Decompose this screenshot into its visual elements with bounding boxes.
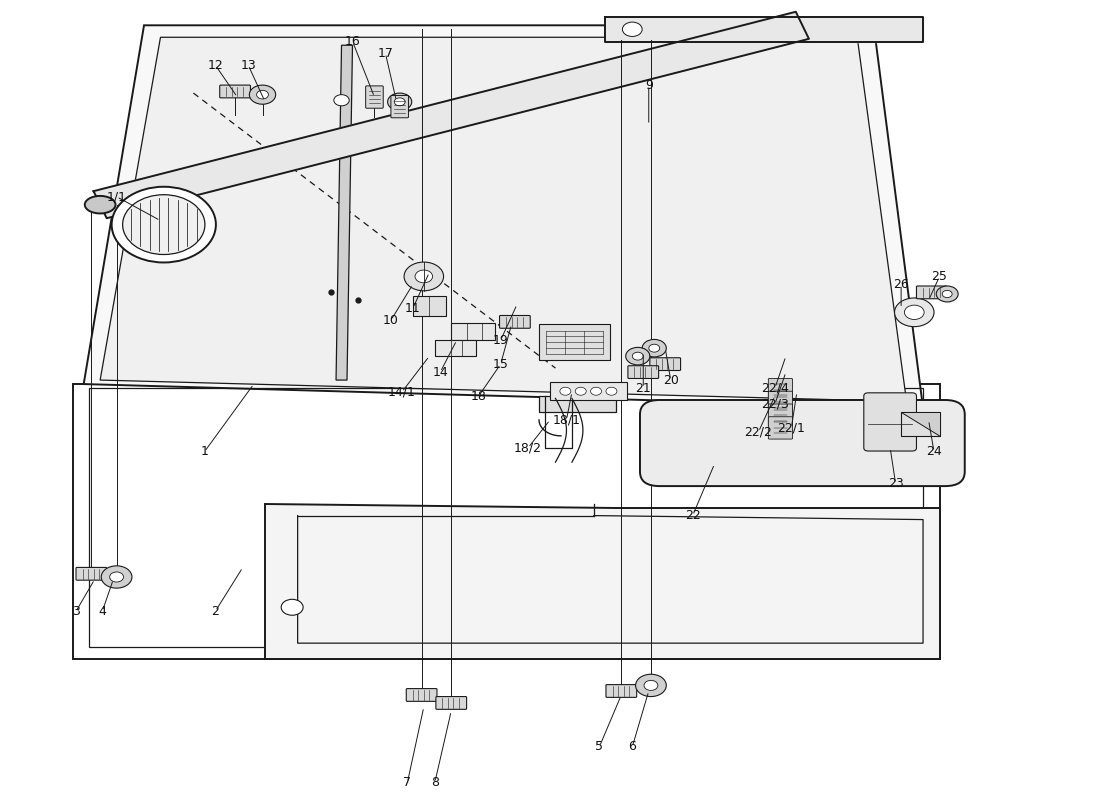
Circle shape bbox=[101, 566, 132, 588]
Circle shape bbox=[387, 93, 411, 110]
Circle shape bbox=[936, 286, 958, 302]
Circle shape bbox=[560, 387, 571, 395]
Polygon shape bbox=[901, 412, 939, 436]
Polygon shape bbox=[100, 38, 906, 402]
Text: 16: 16 bbox=[344, 34, 361, 48]
FancyBboxPatch shape bbox=[220, 85, 251, 98]
Circle shape bbox=[591, 387, 602, 395]
FancyBboxPatch shape bbox=[768, 391, 792, 414]
Polygon shape bbox=[94, 12, 808, 218]
Text: 24: 24 bbox=[926, 446, 942, 458]
Ellipse shape bbox=[112, 186, 216, 262]
FancyBboxPatch shape bbox=[606, 685, 637, 698]
Circle shape bbox=[642, 339, 667, 357]
Text: 20: 20 bbox=[663, 374, 679, 386]
FancyBboxPatch shape bbox=[499, 315, 530, 328]
FancyBboxPatch shape bbox=[916, 286, 947, 298]
Text: 8: 8 bbox=[431, 776, 439, 789]
FancyBboxPatch shape bbox=[628, 366, 659, 378]
Text: 2: 2 bbox=[211, 605, 219, 618]
Text: 9: 9 bbox=[645, 78, 652, 91]
Ellipse shape bbox=[122, 194, 205, 254]
Bar bbox=[539, 324, 610, 360]
Text: 14/1: 14/1 bbox=[388, 386, 416, 398]
Circle shape bbox=[894, 298, 934, 326]
Text: 15: 15 bbox=[493, 358, 508, 370]
Circle shape bbox=[636, 674, 667, 697]
Bar bbox=[412, 296, 446, 316]
Circle shape bbox=[644, 680, 658, 690]
Text: since 1985: since 1985 bbox=[645, 497, 829, 526]
Circle shape bbox=[632, 352, 644, 360]
Circle shape bbox=[649, 344, 660, 352]
FancyBboxPatch shape bbox=[650, 358, 681, 370]
Ellipse shape bbox=[85, 196, 116, 214]
Circle shape bbox=[623, 22, 642, 37]
Polygon shape bbox=[84, 26, 923, 408]
FancyBboxPatch shape bbox=[365, 86, 383, 108]
Text: 18: 18 bbox=[471, 390, 486, 402]
Circle shape bbox=[626, 347, 650, 365]
Circle shape bbox=[606, 387, 617, 395]
Text: 23: 23 bbox=[888, 478, 903, 490]
Text: 11: 11 bbox=[405, 302, 420, 315]
FancyBboxPatch shape bbox=[768, 417, 792, 439]
Text: 13: 13 bbox=[241, 58, 256, 72]
FancyBboxPatch shape bbox=[390, 95, 408, 118]
Text: 18/1: 18/1 bbox=[552, 414, 581, 426]
Bar bbox=[550, 382, 627, 400]
Circle shape bbox=[394, 98, 405, 106]
FancyBboxPatch shape bbox=[768, 378, 792, 401]
Text: a passion for quality: a passion for quality bbox=[498, 438, 711, 458]
Bar bbox=[434, 340, 476, 356]
Text: eurospares: eurospares bbox=[409, 310, 866, 378]
Text: 21: 21 bbox=[636, 382, 651, 394]
Text: 1: 1 bbox=[200, 446, 208, 458]
FancyBboxPatch shape bbox=[406, 689, 437, 702]
Polygon shape bbox=[901, 412, 939, 436]
Text: 26: 26 bbox=[893, 278, 909, 291]
Circle shape bbox=[904, 305, 924, 319]
Circle shape bbox=[110, 572, 123, 582]
Bar bbox=[451, 322, 495, 340]
Polygon shape bbox=[265, 504, 939, 659]
FancyBboxPatch shape bbox=[436, 697, 466, 710]
FancyBboxPatch shape bbox=[864, 393, 916, 451]
Text: 7: 7 bbox=[404, 776, 411, 789]
Text: 25: 25 bbox=[932, 270, 947, 283]
Circle shape bbox=[333, 94, 349, 106]
Polygon shape bbox=[539, 396, 616, 412]
Text: 17: 17 bbox=[377, 46, 394, 60]
Text: 22/2: 22/2 bbox=[745, 426, 772, 438]
Text: 1/1: 1/1 bbox=[107, 190, 126, 203]
Text: 6: 6 bbox=[628, 740, 636, 754]
Text: 22/3: 22/3 bbox=[761, 398, 789, 410]
Text: 18/2: 18/2 bbox=[514, 442, 542, 454]
Circle shape bbox=[575, 387, 586, 395]
Polygon shape bbox=[605, 17, 923, 42]
Text: 5: 5 bbox=[595, 740, 604, 754]
Circle shape bbox=[943, 290, 953, 298]
FancyBboxPatch shape bbox=[640, 400, 965, 486]
Circle shape bbox=[282, 599, 304, 615]
Circle shape bbox=[256, 90, 268, 99]
FancyBboxPatch shape bbox=[768, 404, 792, 426]
Circle shape bbox=[250, 85, 276, 104]
Circle shape bbox=[404, 262, 443, 290]
Text: 4: 4 bbox=[98, 605, 107, 618]
Text: 22/4: 22/4 bbox=[761, 382, 789, 394]
FancyBboxPatch shape bbox=[76, 567, 107, 580]
Text: 19: 19 bbox=[493, 334, 508, 346]
Text: 3: 3 bbox=[73, 605, 80, 618]
Text: 14: 14 bbox=[432, 366, 448, 378]
Text: 12: 12 bbox=[208, 58, 223, 72]
Polygon shape bbox=[336, 46, 352, 380]
Text: 10: 10 bbox=[383, 314, 399, 326]
Text: 22: 22 bbox=[685, 509, 701, 522]
Polygon shape bbox=[73, 384, 939, 659]
Circle shape bbox=[415, 270, 432, 283]
Text: 22/1: 22/1 bbox=[778, 422, 805, 434]
